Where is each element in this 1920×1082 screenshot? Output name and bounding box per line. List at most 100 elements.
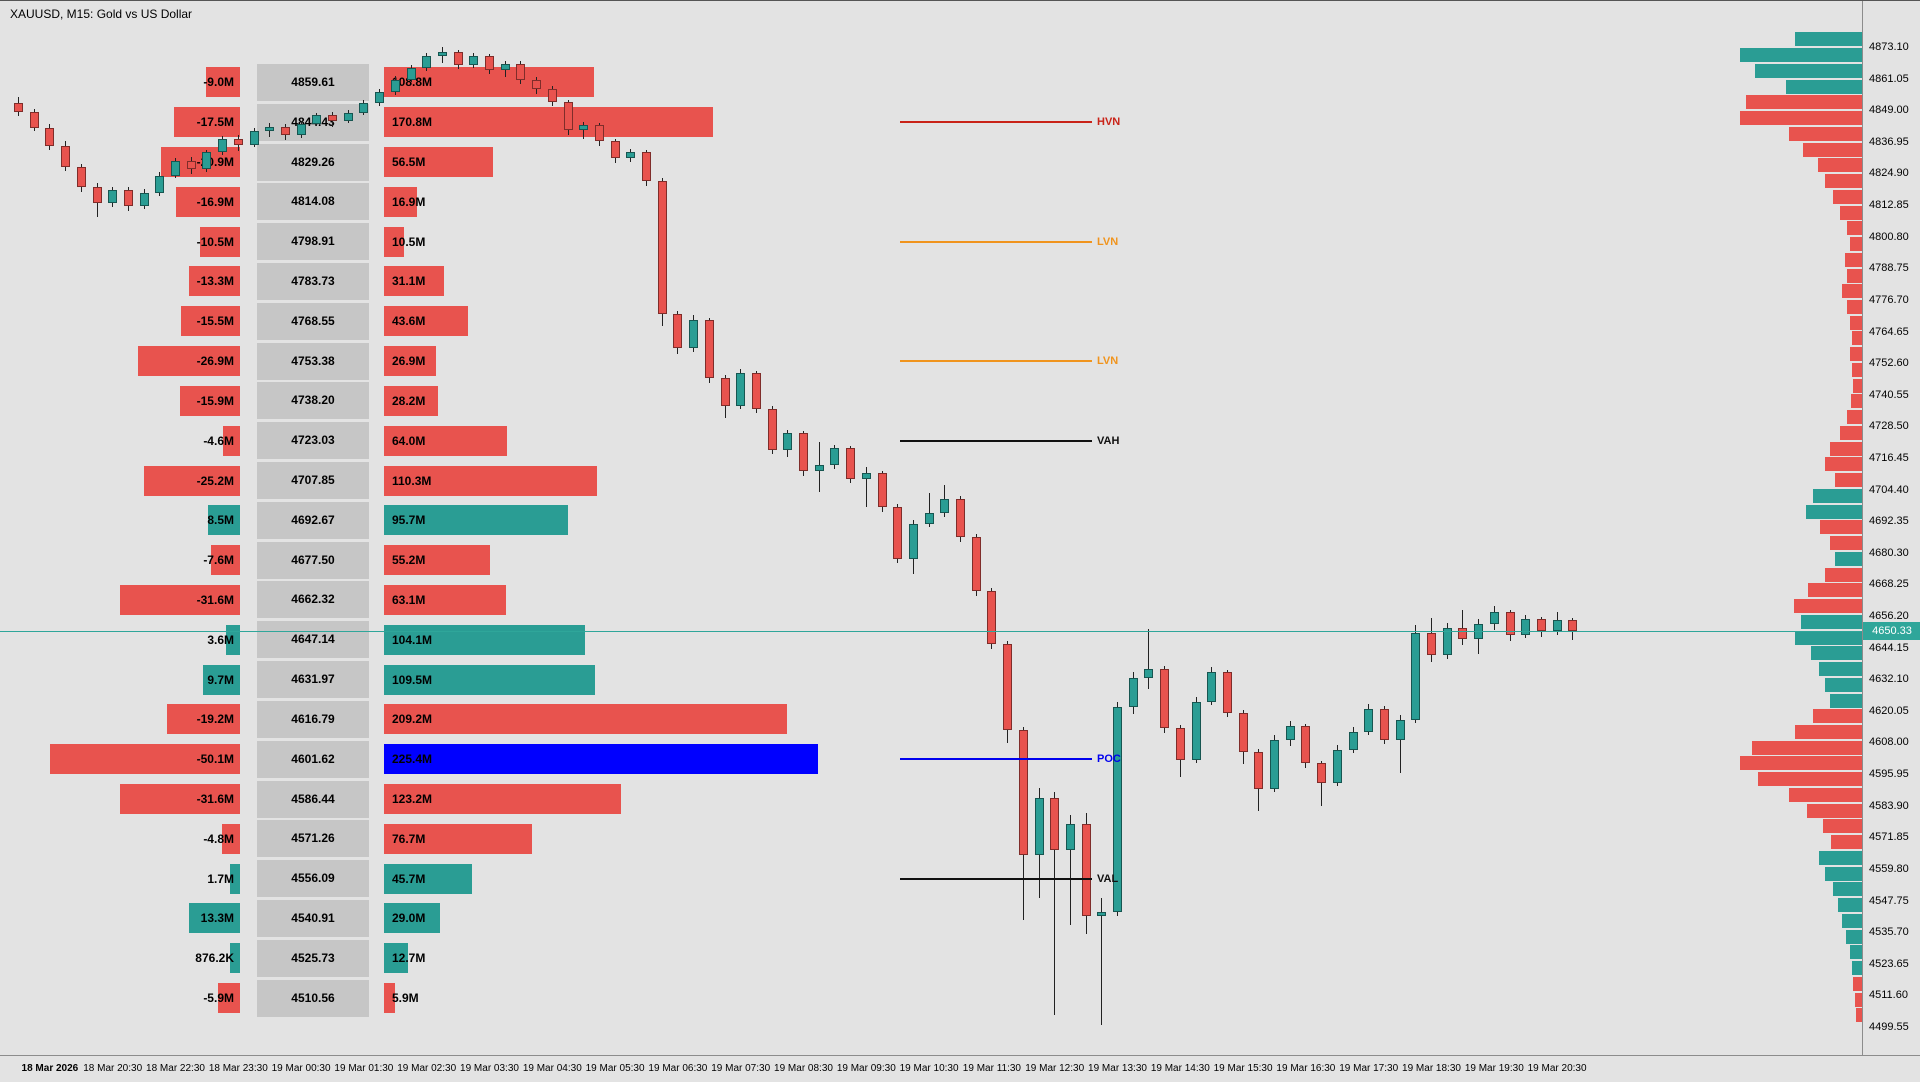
candle — [626, 152, 636, 159]
time-tick: 19 Mar 03:30 — [460, 1063, 519, 1074]
delta-label: -5.9M — [203, 991, 234, 1006]
candle — [1395, 719, 1405, 740]
price-tick: 4644.15 — [1869, 641, 1909, 654]
level-line-poc[interactable] — [900, 758, 1092, 761]
right-profile-bar — [1847, 410, 1862, 425]
price-axis[interactable]: 4873.10 4861.05 4849.00 4836.95 4824.90 4812.… — [1862, 1, 1920, 1055]
price-cell: 4510.56 — [257, 979, 369, 1017]
candle — [1222, 671, 1232, 713]
right-profile-bar — [1850, 237, 1862, 252]
price-tick: 4620.05 — [1869, 704, 1909, 717]
time-axis[interactable]: 18 Mar 2026 18 Mar 20:30 18 Mar 22:30 18 Ma… — [0, 1055, 1920, 1082]
candle — [1552, 620, 1562, 632]
right-profile-bar — [1838, 898, 1862, 913]
level-line-lvn[interactable] — [900, 360, 1092, 363]
time-tick: 18 Mar 2026 — [21, 1063, 79, 1074]
right-profile-bar — [1801, 614, 1862, 629]
volume-bar — [384, 943, 409, 974]
candle — [265, 127, 275, 132]
price-tick: 4571.85 — [1869, 831, 1909, 844]
candle — [218, 139, 228, 153]
delta-label: 1.7M — [207, 871, 234, 886]
right-profile-bar — [1819, 662, 1862, 677]
right-profile-bar — [1758, 772, 1862, 787]
candle — [751, 373, 761, 410]
candle-wick — [1148, 629, 1150, 689]
level-line-lvn[interactable] — [900, 240, 1092, 243]
volume-bar — [384, 983, 396, 1014]
candle — [861, 473, 871, 480]
price-cell: 4677.50 — [257, 541, 369, 579]
candle — [1034, 797, 1044, 856]
candle — [1175, 728, 1185, 761]
level-line-val[interactable] — [900, 877, 1092, 880]
price-cell: 4647.14 — [257, 621, 369, 659]
right-profile-bar — [1807, 803, 1862, 818]
right-profile-bar — [1825, 677, 1862, 692]
right-profile-bar — [1852, 331, 1862, 346]
candle — [1521, 618, 1531, 636]
price-cell: 4540.91 — [257, 899, 369, 937]
price-tick: 4704.40 — [1869, 483, 1909, 496]
volume-bar — [384, 704, 788, 735]
price-cell: 4859.61 — [257, 63, 369, 101]
candle — [830, 448, 840, 466]
candle — [532, 80, 542, 90]
candle — [1348, 731, 1358, 750]
delta-label: 876.2K — [195, 951, 234, 966]
volume-label: 43.6M — [392, 314, 426, 329]
right-profile-bar — [1755, 63, 1862, 78]
volume-label: 16.9M — [392, 194, 426, 209]
price-tick: 4680.30 — [1869, 546, 1909, 559]
price-cell: 4707.85 — [257, 462, 369, 500]
volume-label: 209.2M — [392, 712, 433, 727]
candle — [92, 187, 102, 203]
candle — [1332, 749, 1342, 783]
poc-volume-bar — [384, 744, 819, 775]
right-profile-bar — [1850, 315, 1862, 330]
price-tick: 4716.45 — [1869, 451, 1909, 464]
volume-bar — [384, 306, 469, 337]
candle — [1160, 668, 1170, 729]
volume-label: 108.8M — [392, 75, 433, 90]
volume-bar — [384, 545, 491, 576]
delta-label: -7.6M — [203, 553, 234, 568]
chart-pane[interactable]: -9.0M4859.61108.8M-17.5M4844.43170.8M-20… — [0, 1, 1862, 1055]
candle — [1238, 712, 1248, 752]
candle — [1364, 708, 1374, 732]
level-line-hvn[interactable] — [900, 121, 1092, 124]
right-profile-bar — [1845, 252, 1862, 267]
price-cell: 4692.67 — [257, 501, 369, 539]
right-profile-bar — [1825, 457, 1862, 472]
candle — [971, 537, 981, 592]
time-tick: 19 Mar 14:30 — [1150, 1063, 1210, 1074]
volume-bar — [384, 147, 493, 177]
right-profile-bar — [1847, 299, 1862, 314]
time-tick: 19 Mar 02:30 — [397, 1063, 457, 1074]
candle — [610, 141, 620, 159]
time-tick: 18 Mar 20:30 — [83, 1063, 143, 1074]
volume-label: 5.9M — [392, 991, 419, 1006]
level-line-vah[interactable] — [900, 439, 1092, 442]
right-profile-bar — [1830, 441, 1862, 456]
right-profile-bar — [1842, 913, 1862, 928]
candle — [1442, 627, 1452, 656]
price-tick: 4608.00 — [1869, 736, 1909, 749]
candle — [296, 123, 306, 136]
price-tick: 4547.75 — [1869, 894, 1909, 907]
price-tick: 4788.75 — [1869, 262, 1909, 275]
right-profile-bar — [1752, 740, 1862, 755]
candle — [924, 513, 934, 524]
candle — [689, 320, 699, 349]
volume-label: 109.5M — [392, 672, 433, 687]
right-profile-bar — [1835, 473, 1862, 488]
candle — [485, 56, 494, 71]
candle — [736, 373, 746, 407]
candle — [1128, 677, 1138, 707]
right-profile-bar — [1818, 158, 1862, 173]
price-cell: 4798.91 — [257, 223, 369, 261]
candle — [657, 181, 667, 314]
volume-bar — [384, 346, 436, 377]
price-cell: 4586.44 — [257, 780, 369, 818]
